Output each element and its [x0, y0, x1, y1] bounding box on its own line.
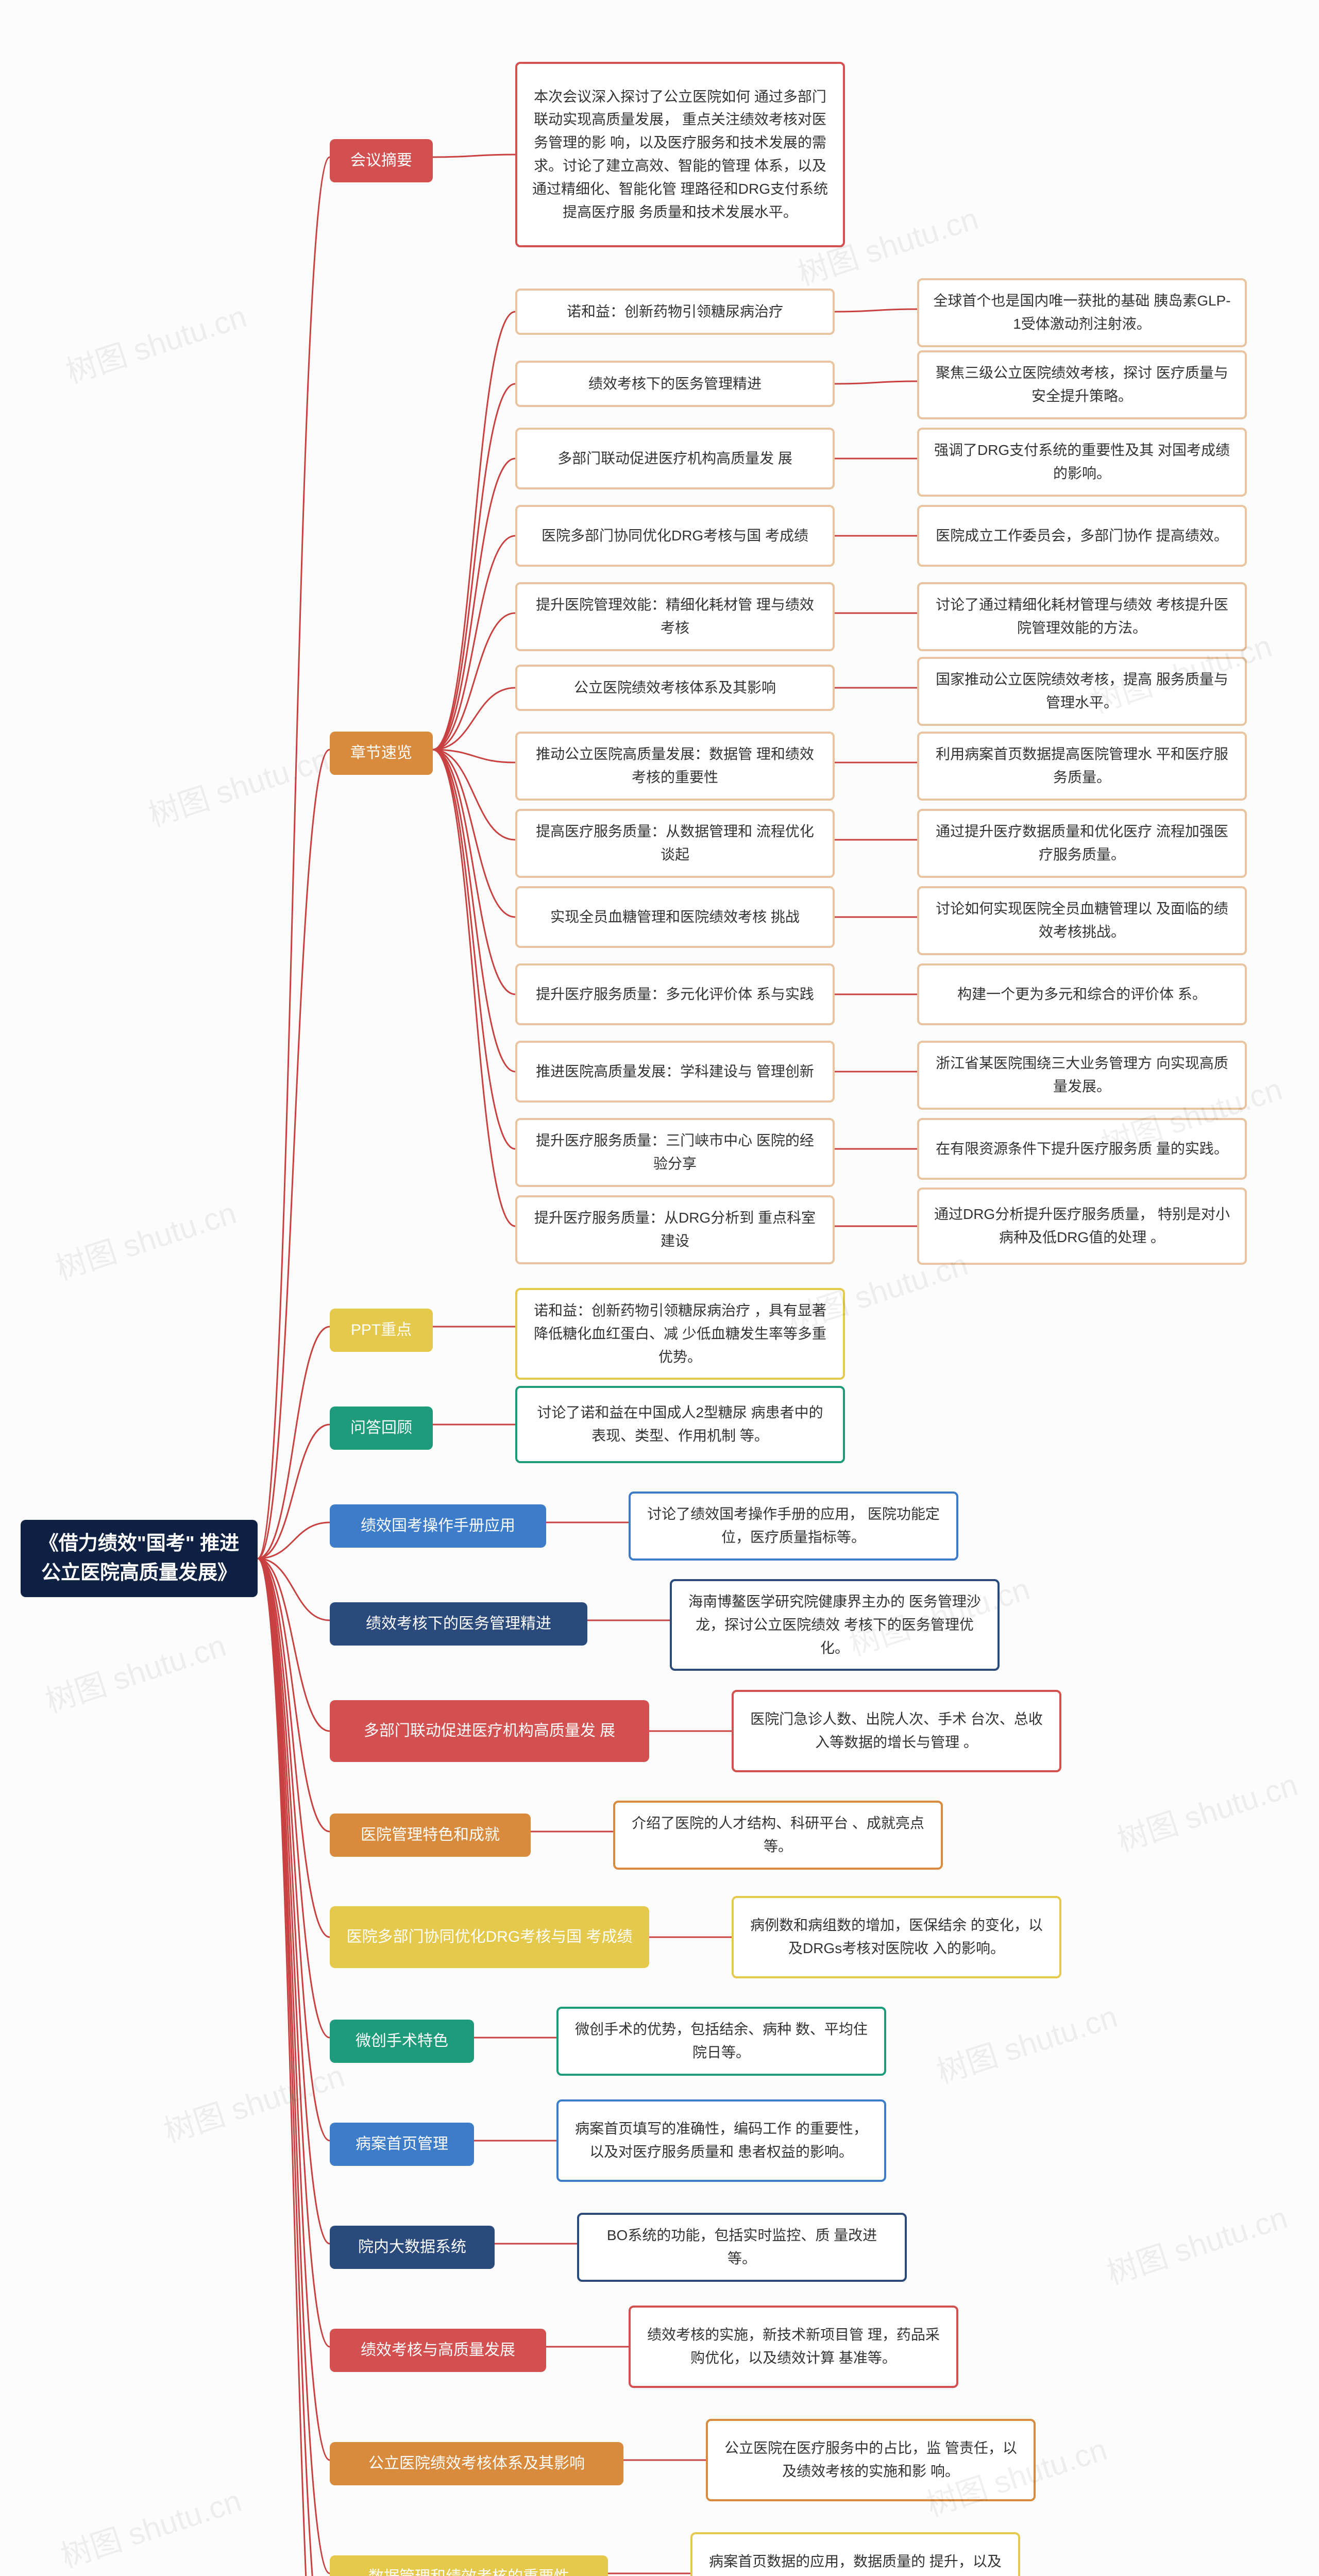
leaf-node: 聚焦三级公立医院绩效考核，探讨 医疗质量与安全提升策略。: [917, 350, 1247, 419]
branch-node: 病案首页管理: [330, 2123, 474, 2166]
leaf-node: 讨论了诺和益在中国成人2型糖尿 病患者中的表现、类型、作用机制 等。: [515, 1386, 845, 1463]
leaf-node: 讨论如何实现医院全员血糖管理以 及面临的绩效考核挑战。: [917, 886, 1247, 955]
root-node: 《借力绩效"国考" 推进 公立医院高质量发展》: [21, 1520, 258, 1597]
leaf-node: 实现全员血糖管理和医院绩效考核 挑战: [515, 886, 835, 948]
branch-node: 绩效国考操作手册应用: [330, 1504, 546, 1548]
branch-node: 数据管理和绩效考核的重要性: [330, 2555, 608, 2576]
leaf-node: 全球首个也是国内唯一获批的基础 胰岛素GLP-1受体激动剂注射液。: [917, 278, 1247, 347]
leaf-node: 提升医疗服务质量：多元化评价体 系与实践: [515, 963, 835, 1025]
leaf-node: 绩效考核的实施，新技术新项目管 理，药品采购优化，以及绩效计算 基准等。: [629, 2306, 958, 2388]
leaf-node: 讨论了绩效国考操作手册的应用， 医院功能定位，医疗质量指标等。: [629, 1492, 958, 1561]
leaf-node: 医院多部门协同优化DRG考核与国 考成绩: [515, 505, 835, 567]
leaf-node: 讨论了通过精细化耗材管理与绩效 考核提升医院管理效能的方法。: [917, 582, 1247, 651]
leaf-node: 多部门联动促进医疗机构高质量发 展: [515, 428, 835, 489]
leaf-node: 推动公立医院高质量发展：数据管 理和绩效考核的重要性: [515, 732, 835, 801]
leaf-node: 海南博鳌医学研究院健康界主办的 医务管理沙龙，探讨公立医院绩效 考核下的医务管理…: [670, 1579, 1000, 1671]
leaf-node: 公立医院在医疗服务中的占比，监 管责任，以及绩效考核的实施和影 响。: [706, 2419, 1036, 2501]
branch-node: 多部门联动促进医疗机构高质量发 展: [330, 1700, 649, 1762]
leaf-node: 浙江省某医院围绕三大业务管理方 向实现高质量发展。: [917, 1041, 1247, 1110]
leaf-node: 医院成立工作委员会，多部门协作 提高绩效。: [917, 505, 1247, 567]
leaf-node: 本次会议深入探讨了公立医院如何 通过多部门联动实现高质量发展， 重点关注绩效考核…: [515, 62, 845, 247]
leaf-node: 推进医院高质量发展：学科建设与 管理创新: [515, 1041, 835, 1103]
leaf-node: 病案首页填写的准确性，编码工作 的重要性，以及对医疗服务质量和 患者权益的影响。: [556, 2099, 886, 2182]
leaf-node: 医院门急诊人数、出院人次、手术 台次、总收入等数据的增长与管理 。: [732, 1690, 1061, 1772]
leaf-node: 构建一个更为多元和综合的评价体 系。: [917, 963, 1247, 1025]
branch-node: 章节速览: [330, 732, 433, 775]
leaf-node: 提升医院管理效能：精细化耗材管 理与绩效考核: [515, 582, 835, 651]
leaf-node: 提升医疗服务质量：从DRG分析到 重点科室建设: [515, 1195, 835, 1264]
leaf-node: 公立医院绩效考核体系及其影响: [515, 665, 835, 711]
leaf-node: 诺和益：创新药物引领糖尿病治疗: [515, 289, 835, 335]
branch-node: 绩效考核与高质量发展: [330, 2329, 546, 2372]
leaf-node: 病案首页数据的应用，数据质量的 提升，以及对医院管理水平的影响 。: [690, 2532, 1020, 2576]
leaf-node: 通过提升医疗数据质量和优化医疗 流程加强医疗服务质量。: [917, 809, 1247, 878]
leaf-node: 诺和益：创新药物引领糖尿病治疗 ，具有显著降低糖化血红蛋白、减 少低血糖发生率等…: [515, 1288, 845, 1380]
branch-node: 会议摘要: [330, 139, 433, 182]
branch-node: PPT重点: [330, 1309, 433, 1352]
branch-node: 医院管理特色和成就: [330, 1814, 531, 1857]
branch-node: 绩效考核下的医务管理精进: [330, 1602, 587, 1646]
leaf-node: 国家推动公立医院绩效考核，提高 服务质量与管理水平。: [917, 657, 1247, 726]
leaf-node: 病例数和病组数的增加，医保结余 的变化，以及DRGs考核对医院收 入的影响。: [732, 1896, 1061, 1978]
leaf-node: 介绍了医院的人才结构、科研平台 、成就亮点等。: [613, 1801, 943, 1870]
branch-node: 医院多部门协同优化DRG考核与国 考成绩: [330, 1906, 649, 1968]
branch-node: 问答回顾: [330, 1406, 433, 1450]
leaf-node: 微创手术的优势，包括结余、病种 数、平均住院日等。: [556, 2007, 886, 2076]
branch-node: 微创手术特色: [330, 2020, 474, 2063]
leaf-node: 利用病案首页数据提高医院管理水 平和医疗服务质量。: [917, 732, 1247, 801]
leaf-node: 在有限资源条件下提升医疗服务质 量的实践。: [917, 1118, 1247, 1180]
leaf-node: 提升医疗服务质量：三门峡市中心 医院的经验分享: [515, 1118, 835, 1187]
leaf-node: 绩效考核下的医务管理精进: [515, 361, 835, 407]
branch-node: 公立医院绩效考核体系及其影响: [330, 2442, 623, 2485]
mindmap-canvas: 《借力绩效"国考" 推进 公立医院高质量发展》 会议摘要 本次会议深入探讨了公立医院…: [0, 0, 1319, 2576]
leaf-node: 提高医疗服务质量：从数据管理和 流程优化谈起: [515, 809, 835, 878]
leaf-node: 通过DRG分析提升医疗服务质量， 特别是对小病种及低DRG值的处理 。: [917, 1188, 1247, 1265]
leaf-node: 强调了DRG支付系统的重要性及其 对国考成绩的影响。: [917, 428, 1247, 497]
branch-node: 院内大数据系统: [330, 2226, 495, 2269]
leaf-node: BO系统的功能，包括实时监控、质 量改进等。: [577, 2213, 907, 2282]
